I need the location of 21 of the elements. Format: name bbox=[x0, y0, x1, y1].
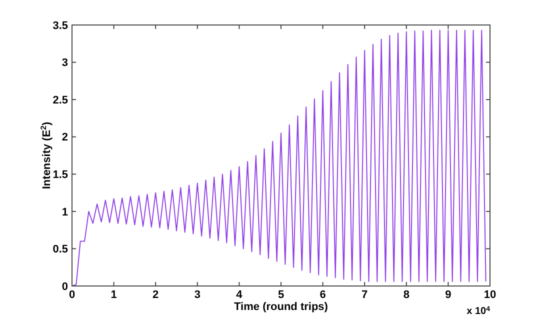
y-tick-label: 3 bbox=[62, 57, 68, 70]
y-tick-label: 1 bbox=[62, 206, 68, 218]
x-tick-label: 3 bbox=[194, 289, 200, 301]
y-tick-label: 0 bbox=[62, 280, 68, 293]
y-tick-label: 0.5 bbox=[52, 244, 68, 256]
y-tick-label: 3.5 bbox=[52, 20, 68, 32]
y-tick-label: 1.5 bbox=[52, 168, 68, 181]
x-tick-label: 7 bbox=[362, 289, 368, 301]
x-tick-label: 2 bbox=[152, 289, 159, 301]
x-tick-label: 4 bbox=[236, 289, 244, 301]
x-tick-label: 10 bbox=[484, 289, 496, 301]
x-tick-label: 5 bbox=[278, 289, 284, 301]
y-tick-label: 2.5 bbox=[52, 94, 68, 106]
text: x 10$^{4}$ bbox=[466, 306, 490, 317]
x-axis-title: Time (round trips) bbox=[234, 301, 328, 313]
x-tick-label: 1 bbox=[110, 289, 117, 301]
x-tick-label: 8 bbox=[403, 289, 410, 301]
x-tick-label: 9 bbox=[445, 289, 452, 301]
y-tick-label: 2 bbox=[62, 132, 68, 144]
x-tick-label: 6 bbox=[320, 289, 326, 301]
line-series bbox=[72, 30, 486, 286]
